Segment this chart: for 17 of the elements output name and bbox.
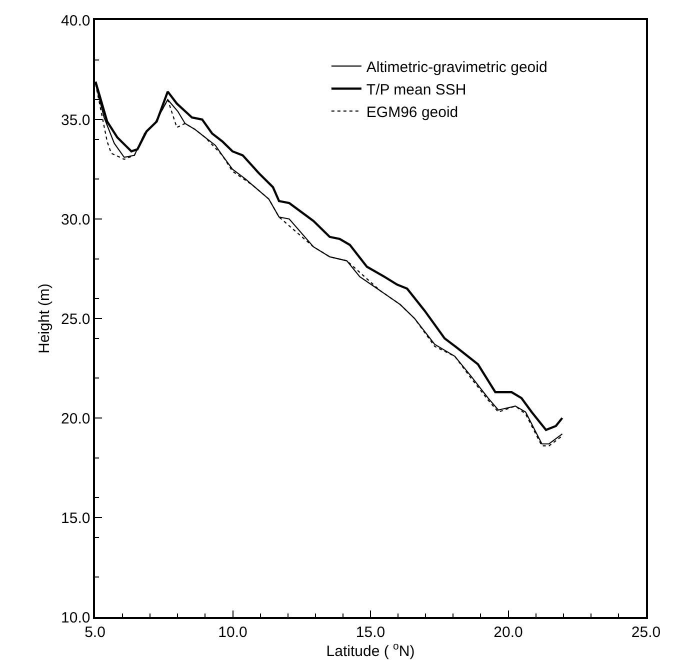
y-tick-label: 40.0 <box>61 12 90 30</box>
x-tick-label: 20.0 <box>494 624 523 641</box>
x-tick-label: 10.0 <box>218 624 248 641</box>
y-tick-label: 20.0 <box>61 410 90 428</box>
legend-label: T/P mean SSH <box>366 81 466 98</box>
y-tick-label: 25.0 <box>61 310 90 328</box>
legend-label: Altimetric-gravimetric geoid <box>366 58 548 76</box>
legend-label: EGM96 geoid <box>366 104 458 121</box>
y-tick-label: 35.0 <box>61 112 90 129</box>
y-tick-label: 30.0 <box>61 211 90 228</box>
x-tick-label: 25.0 <box>631 624 661 641</box>
x-tick-label: 5.0 <box>84 624 106 641</box>
x-tick-label: 15.0 <box>356 624 386 641</box>
y-tick-label: 10.0 <box>61 609 90 626</box>
y-axis-title: Height (m) <box>36 283 53 354</box>
y-tick-label: 15.0 <box>61 510 90 527</box>
x-axis-title: Latitude ( $^{o}$N) <box>326 640 415 660</box>
